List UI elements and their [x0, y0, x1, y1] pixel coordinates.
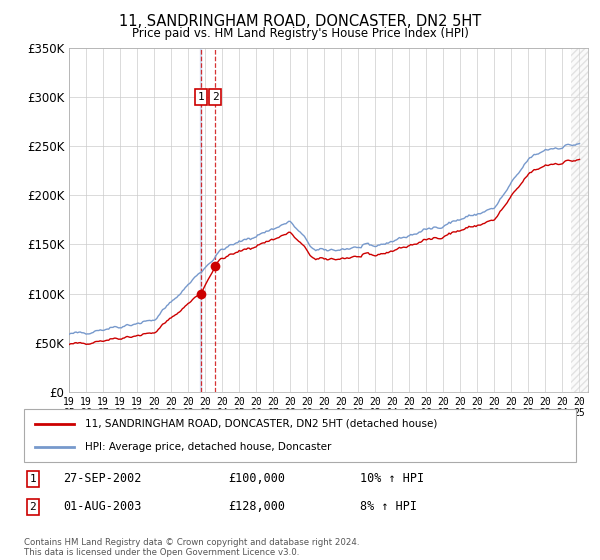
Text: HPI: Average price, detached house, Doncaster: HPI: Average price, detached house, Donc…	[85, 442, 331, 452]
Text: 11, SANDRINGHAM ROAD, DONCASTER, DN2 5HT (detached house): 11, SANDRINGHAM ROAD, DONCASTER, DN2 5HT…	[85, 419, 437, 429]
Text: 27-SEP-2002: 27-SEP-2002	[63, 472, 142, 486]
Text: 01-AUG-2003: 01-AUG-2003	[63, 500, 142, 514]
FancyBboxPatch shape	[24, 409, 576, 462]
Text: 11, SANDRINGHAM ROAD, DONCASTER, DN2 5HT: 11, SANDRINGHAM ROAD, DONCASTER, DN2 5HT	[119, 14, 481, 29]
Text: 2: 2	[29, 502, 37, 512]
Text: Price paid vs. HM Land Registry's House Price Index (HPI): Price paid vs. HM Land Registry's House …	[131, 27, 469, 40]
Text: 2: 2	[212, 92, 218, 102]
Text: 10% ↑ HPI: 10% ↑ HPI	[360, 472, 424, 486]
Text: £128,000: £128,000	[228, 500, 285, 514]
Text: 1: 1	[197, 92, 204, 102]
Text: 1: 1	[29, 474, 37, 484]
Bar	[200, 48, 202, 392]
Text: 8% ↑ HPI: 8% ↑ HPI	[360, 500, 417, 514]
Text: £100,000: £100,000	[228, 472, 285, 486]
Text: Contains HM Land Registry data © Crown copyright and database right 2024.
This d: Contains HM Land Registry data © Crown c…	[24, 538, 359, 557]
